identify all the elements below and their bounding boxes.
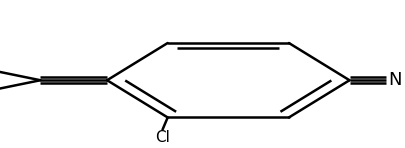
Text: N: N xyxy=(388,71,401,89)
Text: Cl: Cl xyxy=(155,130,170,145)
